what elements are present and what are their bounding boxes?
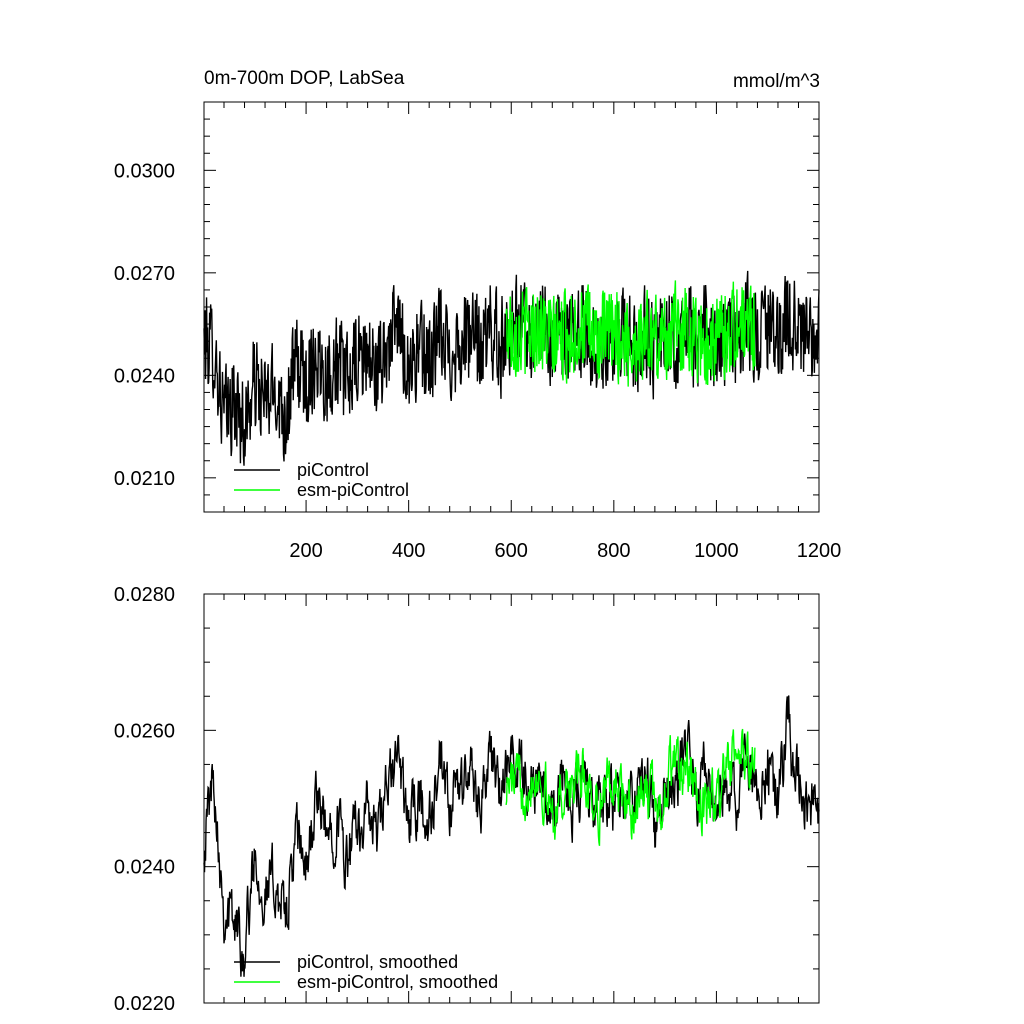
y-tick-label: 0.0210	[114, 468, 175, 490]
series-line-1	[505, 728, 756, 846]
chart-title: 0m-700m DOP, LabSea	[204, 68, 405, 89]
legend-label: esm-piControl, smoothed	[297, 972, 498, 992]
top-panel: 200 400 600 800 1000 1200 0.0210 0.0240 0.0270 0.…	[114, 101, 842, 562]
x-tick-label: 200	[289, 540, 322, 562]
y-tick-label: 0.0240	[114, 365, 175, 387]
series-line-0	[203, 695, 820, 977]
series-line-1	[505, 280, 756, 387]
bottom-panel: 0.0220 0.0240 0.0260 0.0280 piControl, smoot…	[114, 584, 820, 1015]
x-tick-label: 1000	[694, 540, 739, 562]
y-tick-label: 0.0270	[114, 263, 175, 285]
x-tick-label: 400	[392, 540, 425, 562]
y-tick-label: 0.0220	[114, 993, 175, 1015]
legend-label: piControl	[297, 460, 369, 480]
x-tick-label: 1200	[797, 540, 842, 562]
y-tick-label: 0.0240	[114, 857, 175, 879]
legend-label: esm-piControl	[297, 480, 409, 500]
x-tick-label: 600	[495, 540, 528, 562]
legend-label: piControl, smoothed	[297, 952, 458, 972]
units-label: mmol/m^3	[733, 71, 820, 92]
y-tick-label: 0.0280	[114, 584, 175, 606]
y-tick-label: 0.0300	[114, 160, 175, 182]
y-tick-label: 0.0260	[114, 720, 175, 742]
x-tick-label: 800	[597, 540, 630, 562]
